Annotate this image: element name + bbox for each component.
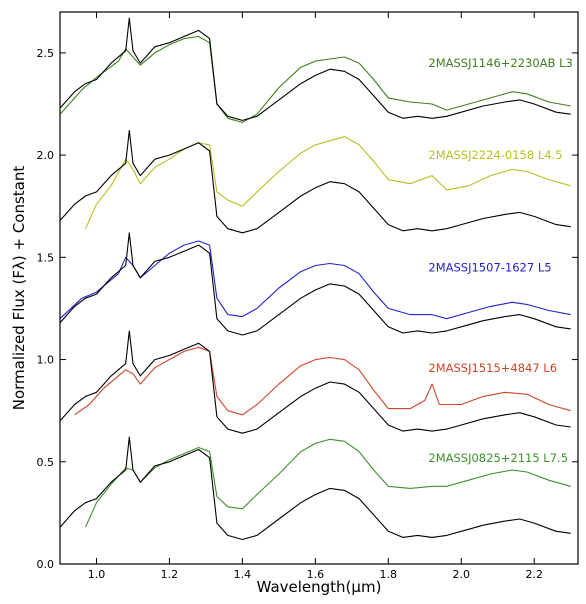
x-ticks: 1.0 1.2 1.4 1.6 1.8 2.0 2.2 bbox=[88, 12, 543, 581]
series-layer bbox=[59, 17, 571, 541]
reference-spectrum-line-5 bbox=[59, 436, 571, 541]
x-tick-label: 1.0 bbox=[88, 568, 106, 581]
label-layer: 2MASSJ1146+2230AB L3 2MASSJ2224-0158 L4.5… bbox=[428, 56, 572, 465]
x-tick-label: 1.6 bbox=[307, 568, 325, 581]
reference-spectrum-line-4 bbox=[59, 330, 571, 434]
x-tick-label: 1.4 bbox=[234, 568, 252, 581]
y-tick-label: 2.0 bbox=[37, 149, 55, 162]
y-tick-label: 1.0 bbox=[37, 354, 55, 367]
spectrum-label-3: 2MASSJ1507-1627 L5 bbox=[428, 261, 551, 275]
y-axis-label: Normalized Flux (Fλ) + Constant bbox=[10, 166, 28, 411]
spectrum-label-5: 2MASSJ0825+2115 L7.5 bbox=[428, 451, 568, 465]
spectrum-label-1: 2MASSJ1146+2230AB L3 bbox=[428, 56, 572, 70]
reference-spectrum-line-3 bbox=[59, 232, 571, 336]
reference-spectrum-line-1 bbox=[59, 17, 571, 121]
plot-frame bbox=[59, 11, 579, 565]
spectrum-line-4 bbox=[74, 346, 571, 416]
x-tick-label: 2.2 bbox=[525, 568, 543, 581]
x-tick-label: 1.8 bbox=[380, 568, 398, 581]
spectrum-line-1 bbox=[59, 35, 571, 123]
spectrum-label-2: 2MASSJ2224-0158 L4.5 bbox=[428, 148, 562, 162]
y-tick-label: 0.0 bbox=[37, 558, 55, 571]
y-tick-label: 2.5 bbox=[37, 47, 55, 60]
y-tick-label: 1.5 bbox=[37, 251, 55, 264]
x-axis-label: Wavelength(μm) bbox=[257, 578, 382, 596]
reference-spectrum-line-2 bbox=[59, 130, 571, 234]
x-tick-label: 1.2 bbox=[161, 568, 179, 581]
x-tick-label: 2.0 bbox=[453, 568, 471, 581]
spectrum-line-2 bbox=[84, 136, 571, 229]
y-ticks: 0.0 0.5 1.0 1.5 2.0 2.5 bbox=[37, 47, 578, 571]
y-tick-label: 0.5 bbox=[37, 456, 55, 469]
spectrum-label-4: 2MASSJ1515+4847 L6 bbox=[428, 361, 557, 375]
